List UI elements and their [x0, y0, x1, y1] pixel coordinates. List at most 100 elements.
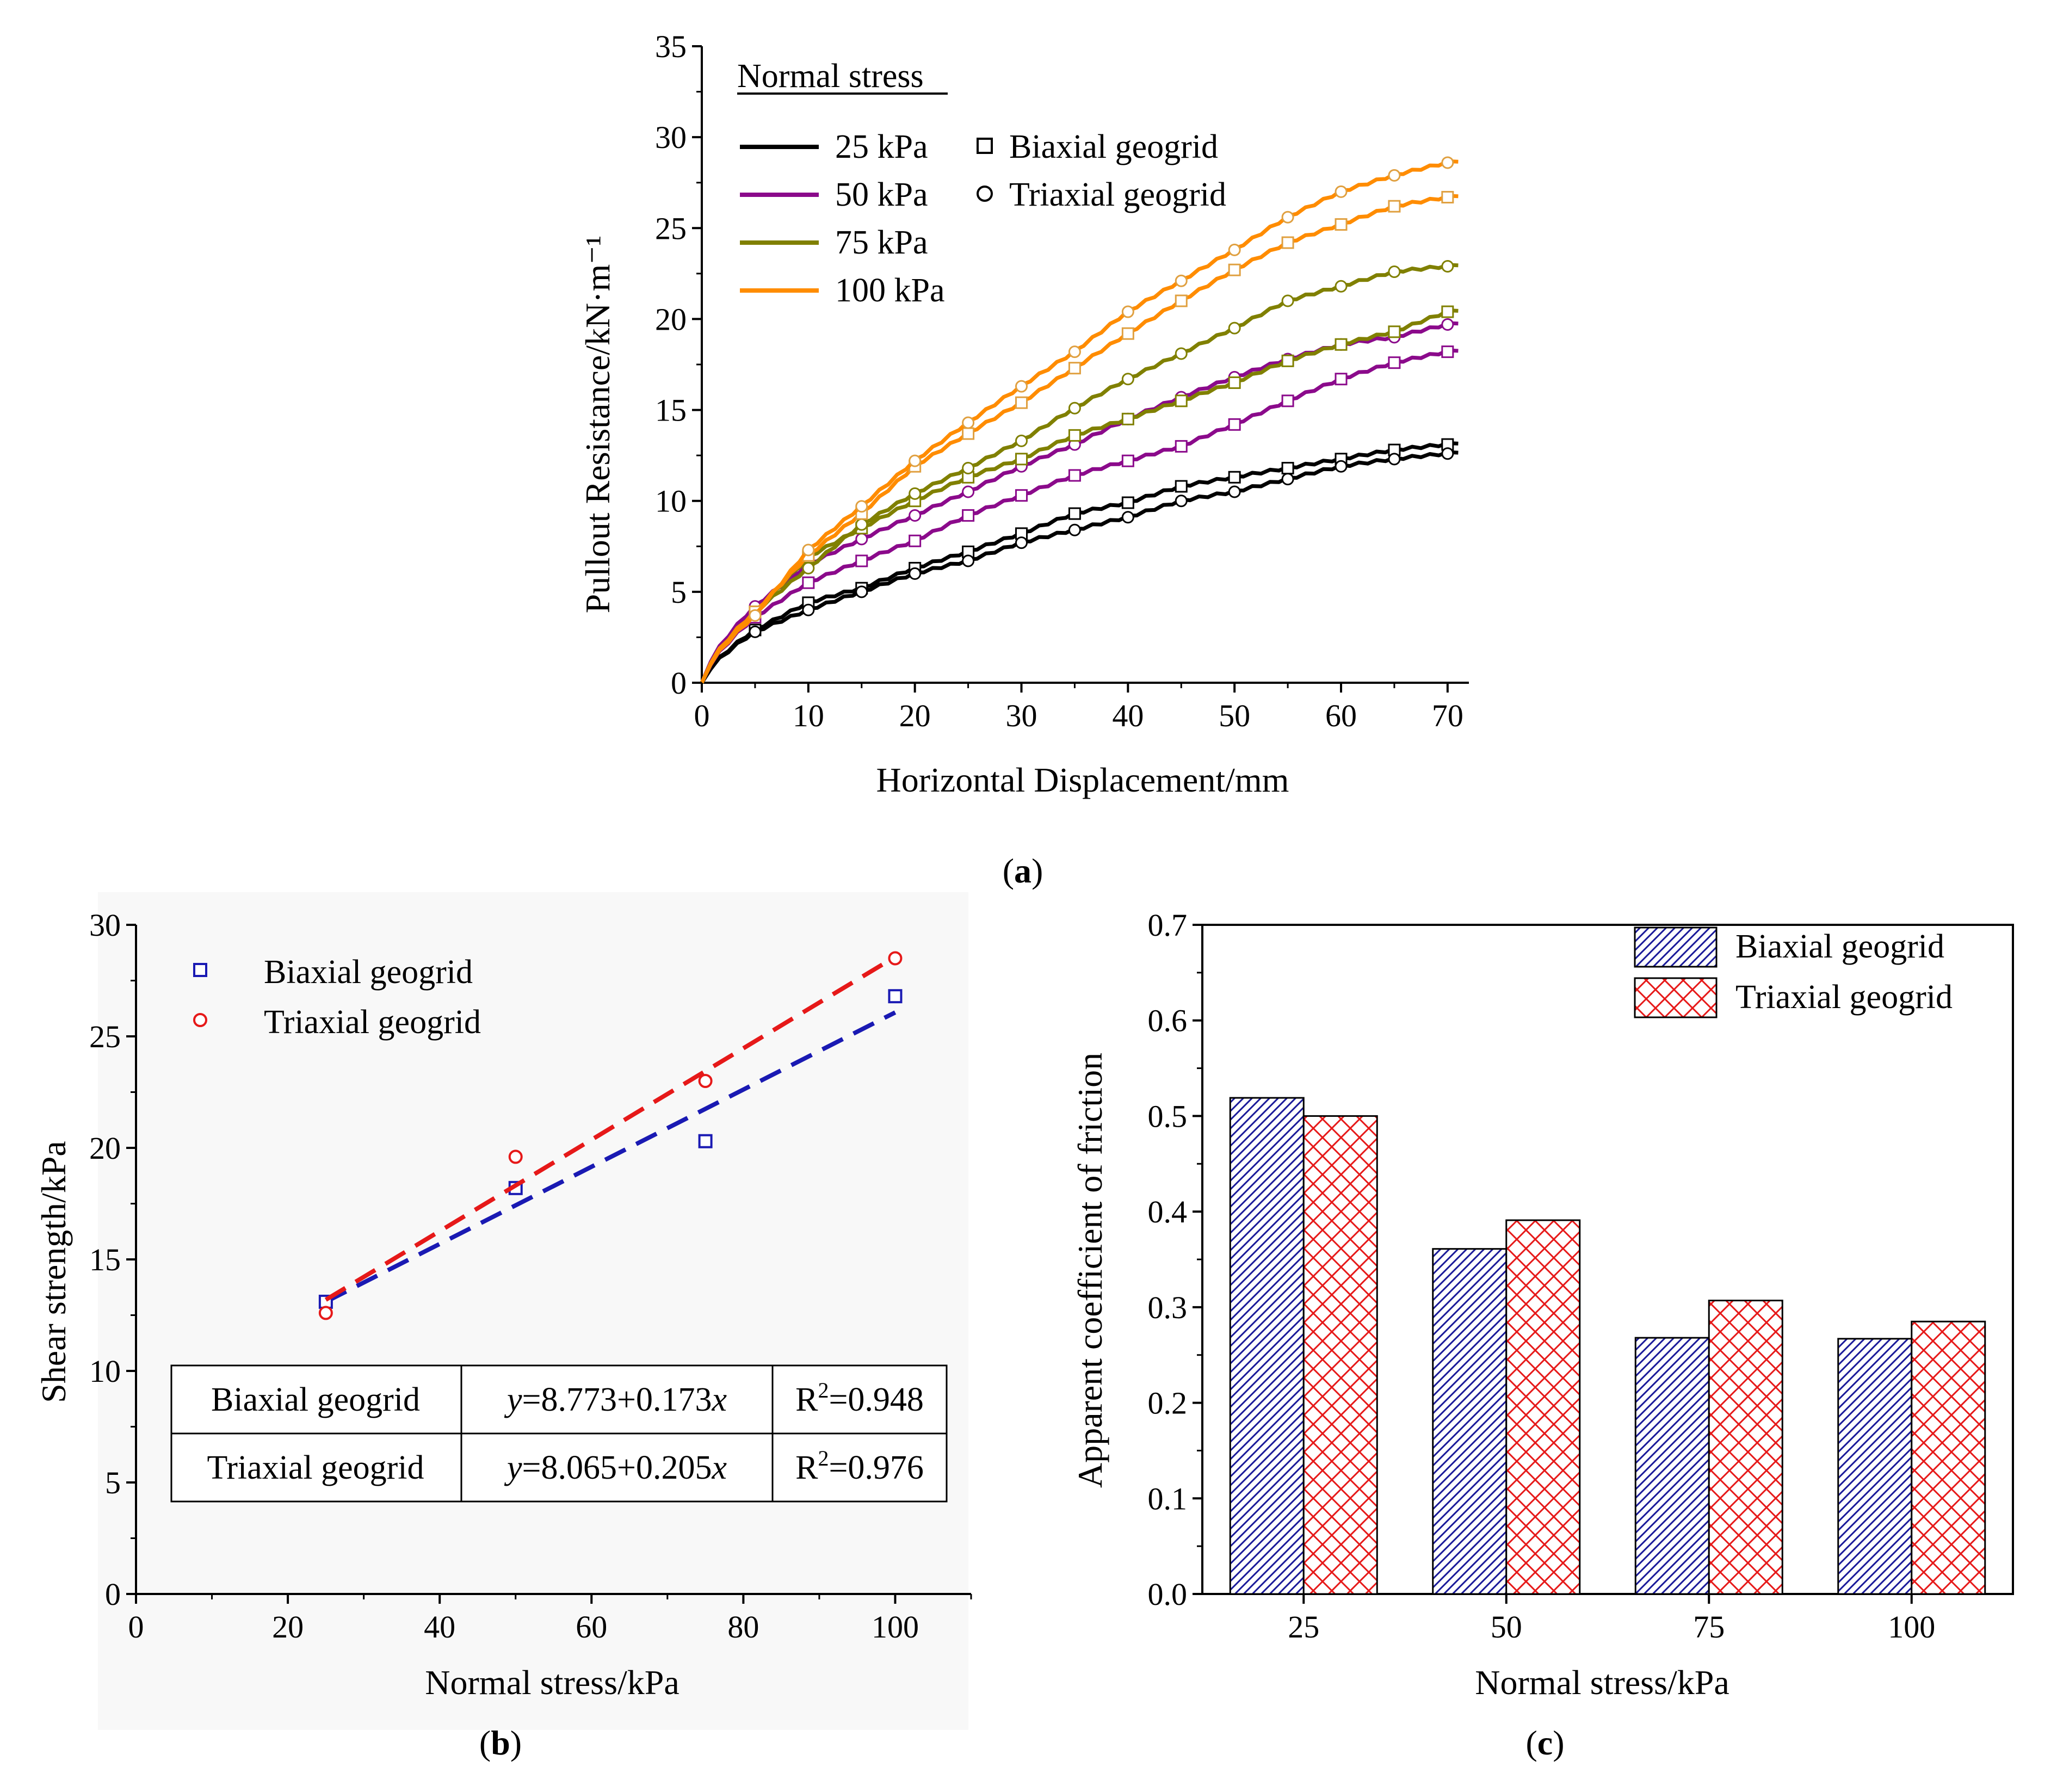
panel-c-letter: c [1537, 1723, 1553, 1762]
panel-b-y-tick-label: 10 [89, 1354, 121, 1389]
panel-c-legend: Biaxial geogrid Triaxial geogrid [1634, 926, 1953, 1018]
fit-r2-sup: 2 [818, 1446, 829, 1470]
panel-a-data-point [855, 533, 868, 546]
panel-a-y-tick-label: 10 [655, 484, 687, 519]
panel-c-chart: 0.0 0.1 0.2 0.3 0.4 0.5 0.6 0.7 25 50 75 100 Normal… [1071, 907, 2014, 1762]
panel-c-bar [1911, 1320, 1986, 1595]
panel-b-chart: 0 20 40 60 80 100 0 5 10 15 20 25 30 Normal stress/k… [34, 892, 972, 1762]
panel-a-data-point [1388, 200, 1401, 213]
panel-a-data-point [909, 454, 922, 467]
fit-r2-prefix: R [795, 1381, 818, 1418]
panel-c-legend-label: Triaxial geogrid [1735, 979, 1953, 1016]
panel-a-data-point [1068, 507, 1081, 520]
panel-a-data-point [1441, 156, 1454, 169]
panel-a-data-point [962, 554, 975, 567]
panel-a-x-tick-label: 10 [793, 698, 824, 733]
panel-b-y-tick-label: 0 [105, 1577, 121, 1612]
panel-a-data-point [802, 561, 815, 574]
panel-a-data-point [1175, 347, 1188, 360]
panel-a-data-point [1175, 394, 1188, 407]
panel-b-fit-table-r2: R2=0.976 [795, 1446, 924, 1486]
fit-r2-value: =0.976 [829, 1449, 923, 1486]
panel-a-data-point [1175, 294, 1188, 307]
panel-a-data-point [1228, 376, 1241, 389]
panel-b-y-tick-label: 25 [89, 1019, 121, 1054]
panel-a-y-tick-label: 0 [671, 665, 687, 701]
panel-a-y-tick-label: 35 [655, 29, 687, 64]
panel-a-x-tick-label: 70 [1432, 698, 1463, 733]
panel-a-data-point [962, 462, 975, 475]
panel-b-data-point [508, 1150, 523, 1164]
panel-a-data-point [1015, 536, 1028, 549]
panel-a-data-point [1015, 396, 1028, 409]
panel-a-data-point [1015, 380, 1028, 393]
panel-a-data-point [1441, 305, 1454, 318]
panel-c-y-tick-label: 0.2 [1148, 1386, 1188, 1421]
panel-a-legend-label: 100 kPa [835, 272, 945, 309]
panel-b-fit-line [325, 1010, 897, 1304]
panel-a-x-tick-label: 50 [1219, 698, 1250, 733]
panel-a-data-point [909, 487, 922, 500]
panel-a-data-point [1441, 345, 1454, 359]
panel-a-data-point [1281, 211, 1294, 224]
panel-a-data-point [962, 509, 975, 522]
panel-b-ticks: 0 20 40 60 80 100 0 5 10 15 20 25 30 [89, 907, 972, 1645]
panel-a-data-point [1121, 511, 1134, 524]
panel-c-y-tick-label: 0.5 [1148, 1098, 1188, 1134]
panel-a-data-point [1068, 401, 1081, 415]
panel-b-y-tick-label: 15 [89, 1242, 121, 1277]
panel-a-data-point [1441, 447, 1454, 460]
panel-a-legend-marker-label: Biaxial geogrid [1009, 128, 1218, 165]
panel-c-y-tick-label: 0.1 [1148, 1481, 1188, 1516]
panel-a-data-point [1335, 218, 1348, 231]
panel-c-y-axis-title: Apparent coefficient of friction [1071, 1053, 1109, 1488]
panel-a-data-point [1228, 485, 1241, 498]
fit-eq-x: x [711, 1449, 727, 1486]
panel-a-y-tick-label: 20 [655, 301, 687, 337]
panel-a-data-point [1121, 496, 1134, 509]
panel-c-bar [1837, 1338, 1913, 1595]
panel-a-letter: a [1014, 851, 1031, 890]
panel-a-data-point [749, 609, 762, 622]
panel-a-data-point [1015, 453, 1028, 466]
panel-a-data-point [1121, 454, 1134, 467]
panel-b-y-tick-label: 5 [105, 1465, 121, 1500]
panel-a-data-point [855, 554, 868, 567]
panel-a-data-point [1068, 523, 1081, 536]
panel-a-data-point [1121, 412, 1134, 425]
panel-b-x-tick-label: 80 [727, 1609, 759, 1645]
panel-a-data-point [962, 416, 975, 429]
panel-b-data-point [318, 1306, 333, 1320]
panel-a-legend-title: Normal stress [737, 58, 924, 95]
panel-b-legend-marker [193, 963, 207, 977]
panel-a-data-point [1281, 354, 1294, 367]
panel-c-bar [1634, 1337, 1710, 1595]
panel-a-data-point [1335, 185, 1348, 198]
panel-a-data-point [909, 534, 922, 547]
fit-eq-y: y [504, 1381, 522, 1418]
panel-a-data-point [1228, 471, 1241, 484]
panel-c-label: (c) [1525, 1723, 1564, 1762]
panel-a-data-point [1441, 190, 1454, 203]
panel-c-x-tick-label: 75 [1693, 1609, 1725, 1645]
panel-c-bar [1432, 1248, 1508, 1595]
panel-a-legend-marker [977, 138, 993, 154]
panel-c-legend-swatch [1634, 977, 1718, 1018]
panel-a-data-point [1281, 394, 1294, 407]
fit-eq-y: y [504, 1449, 522, 1486]
panel-b-fit-table-equation: y=8.773+0.173x [504, 1381, 727, 1418]
panel-a-legend-label: 50 kPa [835, 176, 928, 213]
panel-a-data-point [1228, 243, 1241, 256]
panel-a-data-point [1388, 356, 1401, 369]
panel-a-data-point [1228, 322, 1241, 335]
panel-a-data-point [1175, 274, 1188, 287]
panel-c-legend-label: Biaxial geogrid [1735, 928, 1944, 965]
fit-r2-value: =0.948 [829, 1381, 923, 1418]
panel-a-chart: 0 10 20 30 40 50 60 70 0 5 10 15 20 25 30 35 Horizontal… [578, 29, 1469, 890]
panel-b-background [98, 892, 968, 1730]
panel-a-data-point [1121, 305, 1134, 318]
panel-a-data-point [1228, 263, 1241, 276]
panel-a-data-point [1068, 362, 1081, 375]
panel-b-fit-table: Biaxial geogrid y=8.773+0.173x R2=0.948Tri… [170, 1364, 948, 1503]
panel-a-series-line [700, 159, 1459, 684]
